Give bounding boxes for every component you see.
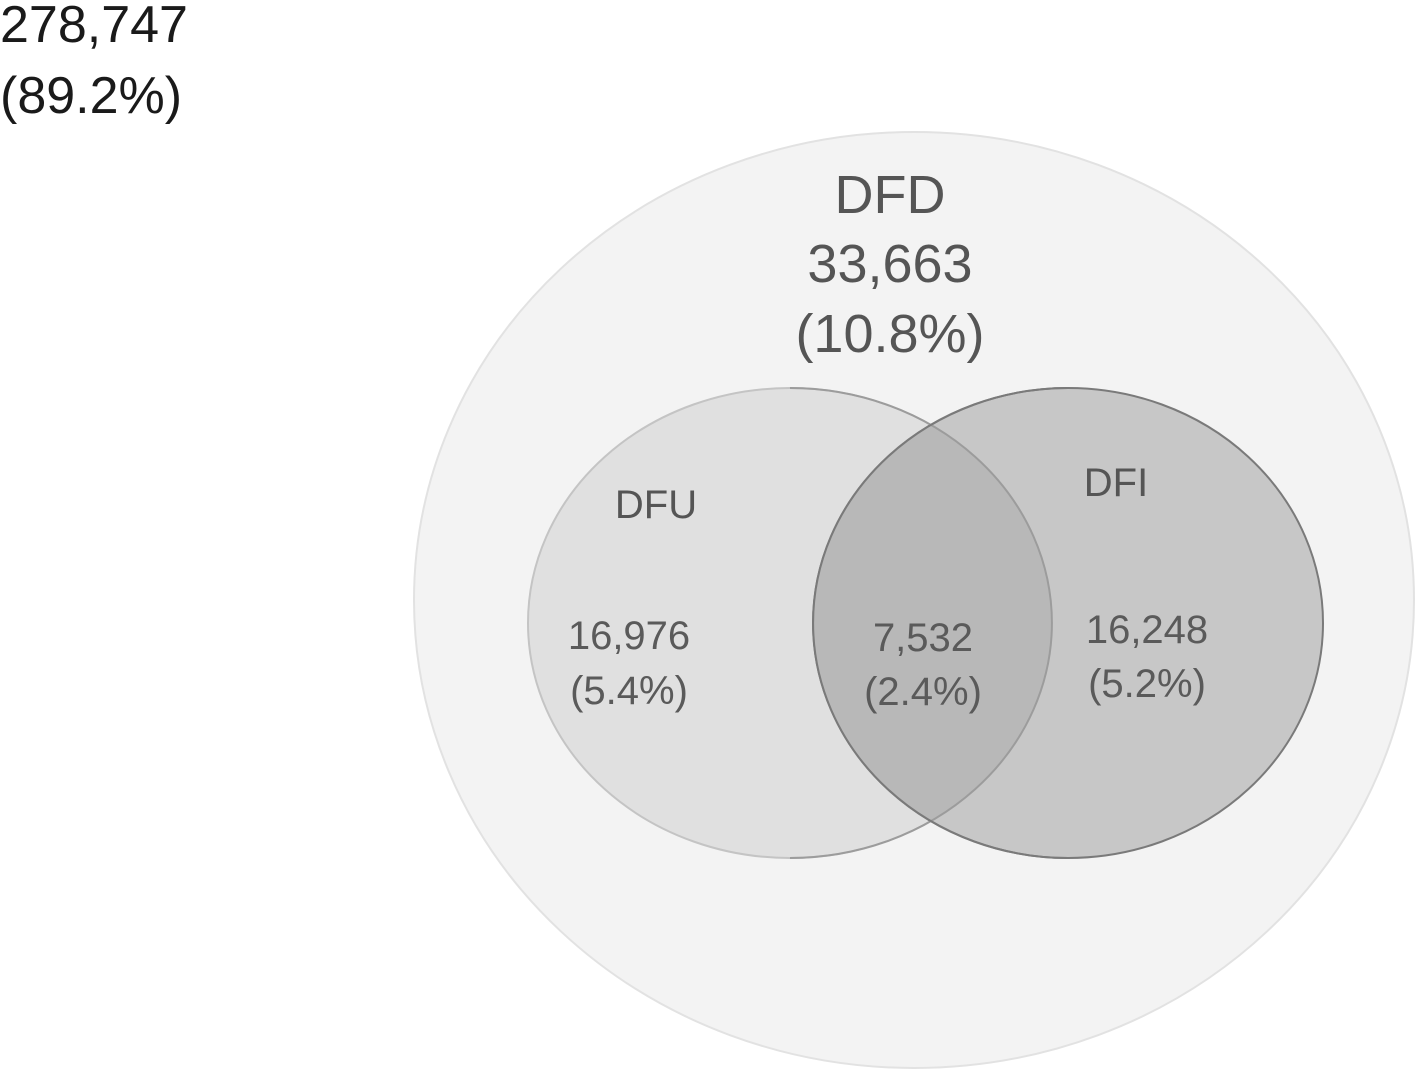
dfd-percent: (10.8%) bbox=[795, 304, 984, 364]
dfi-percent: (5.2%) bbox=[1088, 662, 1206, 706]
dfi-inner-border bbox=[812, 387, 1069, 859]
dfu-inner-border bbox=[789, 387, 1053, 859]
outside-count: 278,747 bbox=[0, 0, 188, 54]
overlap-percent: (2.4%) bbox=[864, 670, 982, 714]
overlap-count: 7,532 bbox=[873, 616, 973, 660]
dfu-count: 16,976 bbox=[568, 614, 690, 658]
overlap-region bbox=[813, 388, 1052, 858]
dfd-count: 33,663 bbox=[807, 234, 972, 294]
dfu-percent: (5.4%) bbox=[570, 669, 688, 713]
dfi-name: DFI bbox=[1084, 461, 1148, 505]
outside-percent: (89.2%) bbox=[0, 67, 182, 125]
dfu-name: DFU bbox=[615, 483, 697, 527]
dfd-name: DFD bbox=[835, 165, 946, 225]
dfi-count: 16,248 bbox=[1086, 608, 1208, 652]
